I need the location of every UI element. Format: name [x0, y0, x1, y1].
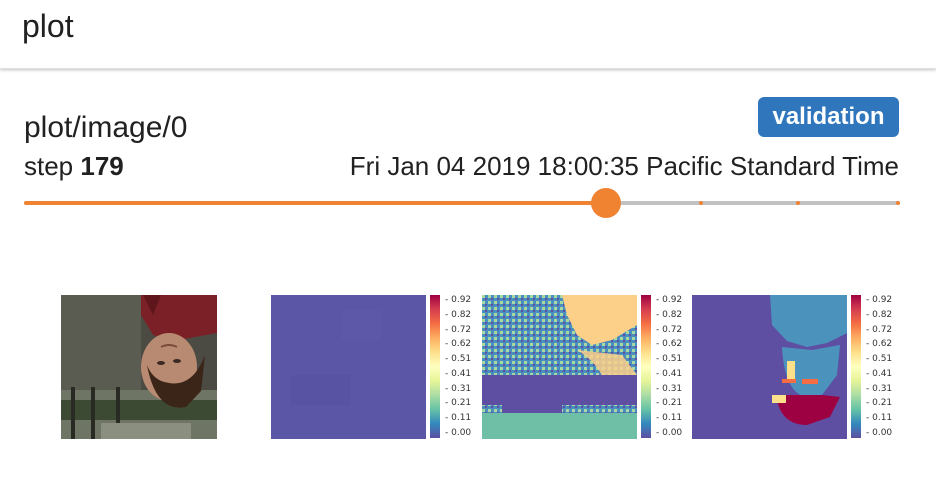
top-bar: plot [0, 0, 936, 69]
colorbar-tick-label: - 0.00 [656, 428, 683, 438]
colorbar-tick-label: - 0.92 [445, 295, 472, 305]
colorbar-tick-label: - 0.62 [656, 339, 683, 350]
page-title: plot [22, 8, 74, 44]
heatmap-2-image [482, 295, 637, 439]
colorbar-tick-label: - 0.72 [445, 324, 472, 335]
colorbar-tick-label: - 0.62 [866, 339, 893, 350]
slider-tick [896, 201, 900, 205]
colorbar-tick-label: - 0.41 [866, 368, 893, 379]
input-photo [61, 295, 217, 439]
colorbar-tick-label: - 0.31 [656, 383, 683, 394]
colorbar-tick-label: - 0.51 [866, 354, 893, 365]
prediction-heatmap-1: - 0.92 - 0.82 - 0.72 - 0.62 - 0.51 - 0.41 - 0.… [271, 295, 481, 439]
colorbar-tick-label: - 0.92 [866, 295, 893, 305]
heatmap-1-image [271, 295, 426, 439]
colorbar [430, 295, 440, 438]
input-photo-image [61, 295, 217, 439]
prediction-heatmap-3: - 0.92 - 0.82 - 0.72 - 0.62 - 0.51 - 0.41 - 0.… [692, 295, 902, 439]
colorbar-tick-label: - 0.00 [866, 428, 893, 438]
slider-fill [24, 201, 606, 205]
colorbar-tick-label: - 0.11 [656, 413, 683, 424]
card-tag-title: plot/image/0 [24, 111, 188, 144]
colorbar-tick-label: - 0.41 [656, 368, 683, 379]
colorbar-tick-label: - 0.21 [445, 398, 472, 409]
colorbar-tick-label: - 0.11 [445, 413, 472, 424]
colorbar-tick-label: - 0.21 [866, 398, 893, 409]
colorbar-tick-label: - 0.51 [445, 354, 472, 365]
colorbar-tick-label: - 0.51 [656, 354, 683, 365]
slider-tick [796, 201, 801, 205]
step-text: step [24, 151, 74, 181]
colorbar-tick-label: - 0.41 [445, 368, 472, 379]
timestamp: Fri Jan 04 2019 18:00:35 Pacific Standar… [349, 151, 899, 181]
colorbar-tick-label: - 0.82 [445, 309, 472, 320]
slider-thumb[interactable] [590, 188, 621, 218]
colorbar-tick-label: - 0.31 [445, 383, 472, 394]
colorbar-tick-label: - 0.72 [656, 324, 683, 335]
colorbar-tick-label: - 0.82 [656, 309, 683, 320]
colorbar [851, 295, 861, 438]
heatmap-3-image [692, 295, 847, 439]
colorbar-tick-label: - 0.62 [445, 339, 472, 350]
colorbar-tick-label: - 0.00 [445, 428, 472, 438]
step-slider[interactable] [24, 188, 900, 218]
colorbar-tick-label: - 0.82 [866, 309, 893, 320]
prediction-heatmap-2: - 0.92 - 0.82 - 0.72 - 0.62 - 0.51 - 0.41 - 0.… [482, 295, 692, 439]
step-label: step 179 [24, 150, 124, 182]
colorbar-tick-label: - 0.11 [866, 413, 893, 424]
colorbar [641, 295, 651, 438]
colorbar-tick-label: - 0.31 [866, 383, 893, 394]
colorbar-tick-label: - 0.72 [866, 324, 893, 335]
slider-tick [698, 201, 703, 205]
colorbar-tick-label: - 0.21 [656, 398, 683, 409]
run-badge: validation [758, 97, 899, 137]
step-value: 179 [80, 151, 124, 181]
colorbar-tick-label: - 0.92 [656, 295, 683, 305]
